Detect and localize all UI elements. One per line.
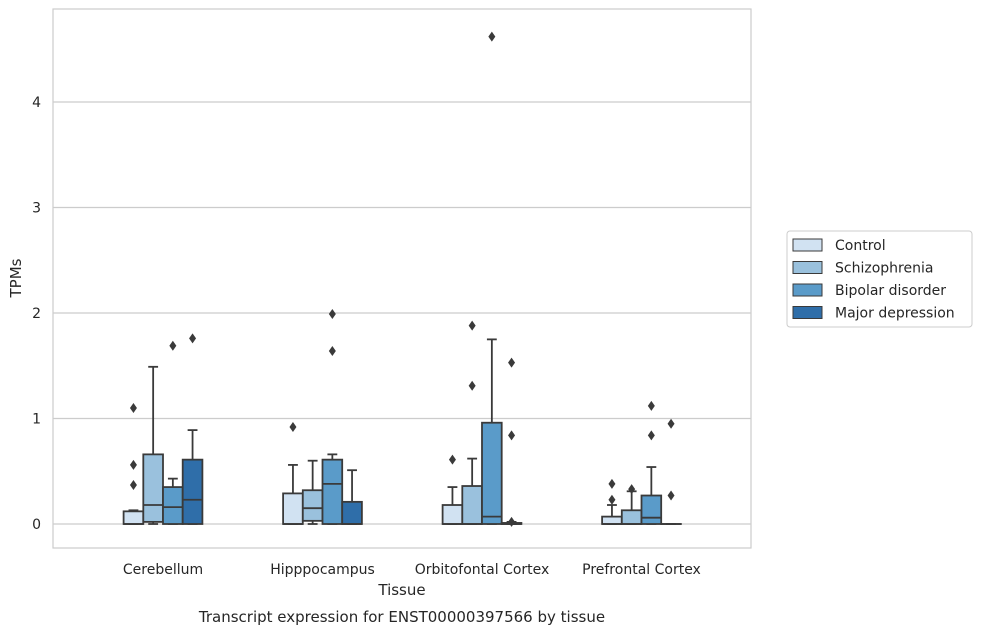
- x-tick-labels: Cerebellum Hipppocampus Orbitofontal Corte…: [123, 562, 701, 578]
- outlier-point: [468, 380, 476, 391]
- chart-caption: Transcript expression for ENST0000039756…: [198, 608, 605, 626]
- outlier-point: [608, 494, 616, 505]
- x-tick-label: Prefrontal Cortex: [582, 562, 701, 578]
- legend-swatch: [792, 261, 823, 274]
- y-tick-labels: 0 1 2 3 4: [32, 95, 41, 533]
- plot-frame: [52, 8, 752, 549]
- outlier-point: [647, 400, 655, 411]
- outlier-point: [189, 333, 197, 344]
- box-schizophrenia: [620, 484, 643, 525]
- outlier-point: [608, 478, 616, 489]
- box-plots: [122, 31, 682, 527]
- outlier-point: [647, 430, 655, 441]
- y-tick-label: 2: [32, 306, 41, 322]
- box-iqr: [341, 500, 363, 525]
- x-tick-label: Orbitofontal Cortex: [415, 562, 550, 578]
- legend-entry: Major depression: [835, 306, 955, 322]
- box-bipolar-disorder: [640, 400, 663, 525]
- x-axis-label: Tissue: [377, 581, 425, 599]
- legend-swatch: [792, 306, 823, 319]
- outlier-point: [468, 320, 476, 331]
- box-iqr: [601, 515, 623, 525]
- outlier-point: [169, 340, 177, 351]
- outlier-point: [508, 357, 516, 368]
- box-schizophrenia: [461, 320, 483, 525]
- box-schizophrenia: [142, 365, 164, 525]
- box-bipolar-disorder: [481, 31, 503, 525]
- box-iqr: [461, 485, 483, 525]
- box-iqr: [441, 504, 464, 525]
- legend-entry: Control: [835, 238, 886, 254]
- box-major-depression: [341, 469, 363, 525]
- outlier-point: [667, 490, 675, 501]
- outlier-point: [129, 402, 137, 413]
- x-tick-label: Cerebellum: [123, 562, 203, 578]
- box-iqr: [162, 486, 184, 525]
- y-tick-label: 0: [32, 517, 41, 533]
- y-tick-label: 4: [32, 95, 41, 111]
- box-control: [282, 421, 304, 525]
- box-iqr: [620, 509, 643, 525]
- box-major-depression: [660, 418, 682, 525]
- outlier-point: [289, 421, 297, 432]
- outlier-point: [667, 418, 675, 429]
- box-iqr: [640, 494, 663, 525]
- y-tick-label: 3: [32, 201, 41, 217]
- y-axis-label: TPMs: [7, 258, 25, 298]
- box-schizophrenia: [301, 459, 324, 525]
- box-major-depression: [181, 333, 204, 525]
- legend: Control Schizophrenia Bipolar disorder Majo…: [786, 230, 973, 328]
- outlier-point: [508, 516, 516, 527]
- legend-box: [786, 230, 973, 328]
- outlier-point: [328, 309, 336, 320]
- outlier-point: [129, 459, 137, 470]
- box-iqr: [142, 453, 164, 523]
- box-iqr: [122, 510, 145, 525]
- legend-swatch: [792, 283, 823, 297]
- legend-entry: Schizophrenia: [835, 261, 933, 277]
- outlier-point: [628, 484, 636, 495]
- box-iqr: [181, 458, 204, 525]
- box-control: [601, 478, 623, 525]
- outlier-point: [488, 31, 496, 42]
- box-bipolar-disorder: [162, 340, 184, 525]
- box-control: [122, 402, 145, 525]
- legend-entry: Bipolar disorder: [835, 283, 946, 299]
- outlier-point: [129, 479, 137, 490]
- x-tick-label: Hipppocampus: [270, 562, 375, 578]
- box-major-depression: [500, 357, 523, 527]
- outlier-point: [508, 430, 516, 441]
- y-tick-label: 1: [32, 412, 41, 428]
- box-iqr: [301, 489, 324, 522]
- box-bipolar-disorder: [321, 309, 344, 525]
- legend-swatch: [792, 238, 823, 252]
- box-iqr: [282, 492, 304, 525]
- outlier-point: [448, 454, 456, 465]
- box-iqr: [321, 458, 344, 525]
- outlier-point: [328, 345, 336, 356]
- box-control: [441, 454, 464, 525]
- box-iqr: [481, 421, 503, 525]
